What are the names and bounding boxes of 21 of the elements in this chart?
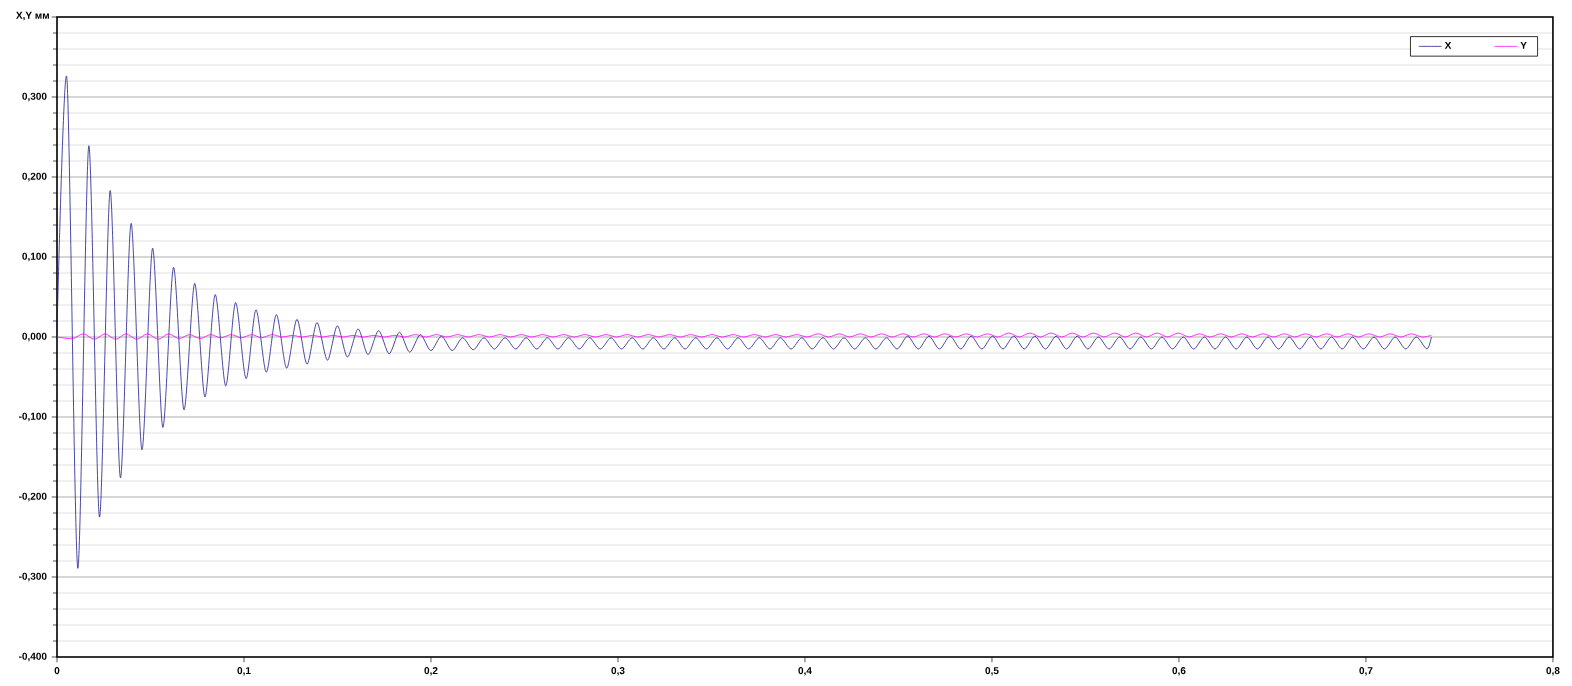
legend-label: Y — [1520, 41, 1527, 49]
legend-label: X — [1444, 41, 1452, 49]
y-tick-label: -0,400 — [19, 652, 47, 662]
y-tick-label: 0,100 — [22, 252, 47, 262]
y-tick-label: -0,100 — [19, 412, 47, 422]
y-tick-label: 0,000 — [22, 332, 47, 342]
x-tick-label: 0,8 — [1546, 667, 1560, 676]
x-tick-label: 0,6 — [1172, 667, 1186, 676]
x-tick-label: 0,5 — [985, 667, 999, 676]
x-tick-label: 0,1 — [237, 667, 251, 676]
y-tick-label: 0,300 — [22, 92, 47, 102]
x-tick-label: 0,7 — [1359, 667, 1373, 676]
y-tick-label: -0,200 — [19, 492, 47, 502]
x-tick-label: 0,3 — [611, 667, 625, 676]
y-axis-title: X,Y мм — [16, 11, 49, 21]
x-tick-label: 0,4 — [798, 667, 812, 676]
y-tick-label: 0,200 — [22, 172, 47, 182]
x-tick-label: 0 — [54, 667, 60, 675]
x-tick-label: 0,2 — [424, 667, 438, 676]
line-series — [56, 332, 1432, 340]
y-tick-label: -0,300 — [19, 572, 47, 582]
